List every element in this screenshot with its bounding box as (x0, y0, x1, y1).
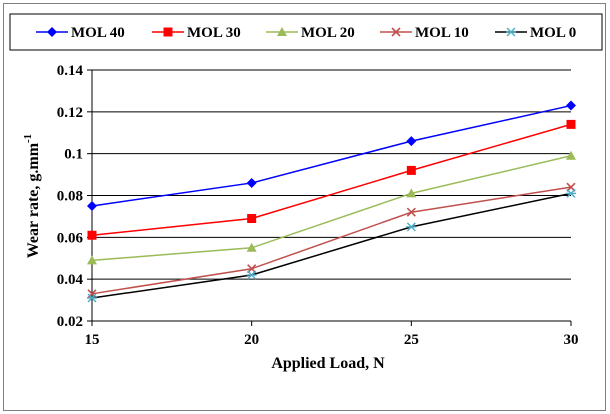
y-axis-title-superscript: -1 (22, 134, 34, 143)
chart-frame: MOL 40 MOL 30 MOL 20 MOL 10 MOL 0 0.02 0.04 0.… (3, 3, 606, 411)
legend-item-mol-0: MOL 0 (495, 25, 576, 41)
legend-item-mol-30: MOL 30 (152, 25, 241, 41)
legend-label: MOL 30 (187, 25, 241, 41)
data-point-mol-0 (566, 188, 576, 198)
legend-label: MOL 40 (71, 25, 125, 41)
legend-item-mol-10: MOL 10 (380, 25, 469, 41)
data-point-mol-10 (406, 207, 416, 217)
series-line-mol-30 (91, 123, 572, 236)
data-point-mol-40 (406, 136, 417, 147)
data-point-mol-20 (566, 150, 576, 160)
legend-swatch-marker (277, 27, 287, 36)
gridlines (87, 69, 571, 322)
data-point-mol-40 (566, 100, 576, 111)
y-axis-title-main: Wear rate, g.mm (25, 142, 42, 258)
legend-label: MOL 10 (415, 25, 469, 41)
data-point-mol-0 (406, 222, 417, 232)
axes (91, 70, 572, 326)
series-mol-0 (87, 188, 576, 303)
series-mol-20 (87, 150, 576, 265)
data-point-mol-40 (87, 200, 97, 211)
legend-swatch-marker (506, 27, 516, 37)
data-point-mol-30 (566, 119, 576, 129)
data-point-mol-40 (246, 177, 257, 188)
data-point-mol-30 (87, 230, 97, 240)
data-point-mol-20 (87, 255, 97, 265)
series-mol-40 (87, 100, 576, 211)
series-line-mol-40 (91, 104, 572, 207)
data-point-mol-20 (246, 242, 257, 252)
y-tick-label: 0.06 (57, 230, 84, 246)
series-line-mol-10 (91, 186, 572, 295)
series-mol-30 (87, 119, 576, 240)
y-tick-labels: 0.02 0.04 0.06 0.08 0.1 0.12 0.14 (57, 63, 84, 330)
legend-item-mol-20: MOL 20 (266, 25, 355, 41)
data-point-mol-0 (246, 270, 257, 280)
legend: MOL 40 MOL 30 MOL 20 MOL 10 MOL 0 (36, 25, 576, 41)
legend-label: MOL 20 (301, 25, 355, 41)
data-point-mol-20 (406, 188, 417, 198)
line-chart: MOL 40 MOL 30 MOL 20 MOL 10 MOL 0 0.020.040.… (9, 13, 603, 372)
series-group (87, 100, 576, 303)
y-tick-label: 0.12 (57, 105, 83, 121)
x-tick-label: 30 (564, 332, 579, 348)
legend-label: MOL 0 (530, 25, 576, 41)
data-point-mol-10 (87, 289, 97, 299)
y-tick-label: 0.08 (57, 189, 83, 205)
legend-item-mol-40: MOL 40 (36, 25, 125, 41)
x-tick-labels: 15 20 25 30 (85, 332, 579, 348)
x-axis-title: Applied Load, N (271, 355, 385, 372)
y-tick-label: 0.04 (57, 272, 84, 288)
data-point-mol-0 (87, 293, 97, 303)
series-mol-10 (87, 182, 576, 299)
y-axis-title: Wear rate, g.mm-1 (22, 134, 42, 258)
y-tick-label: 0.02 (57, 314, 83, 330)
y-tick-label: 0.14 (57, 63, 84, 79)
legend-swatch-marker (163, 27, 173, 37)
legend-swatch-marker (391, 27, 401, 37)
legend-swatch-marker (47, 27, 57, 37)
x-tick-label: 15 (85, 332, 100, 348)
x-tick-label: 20 (244, 332, 259, 348)
x-tick-label: 25 (404, 332, 419, 348)
y-tick-label: 0.1 (64, 147, 83, 163)
series-line-mol-20 (91, 155, 572, 262)
series-line-mol-0 (91, 192, 572, 299)
data-point-mol-30 (247, 214, 257, 224)
data-point-mol-30 (406, 165, 416, 175)
